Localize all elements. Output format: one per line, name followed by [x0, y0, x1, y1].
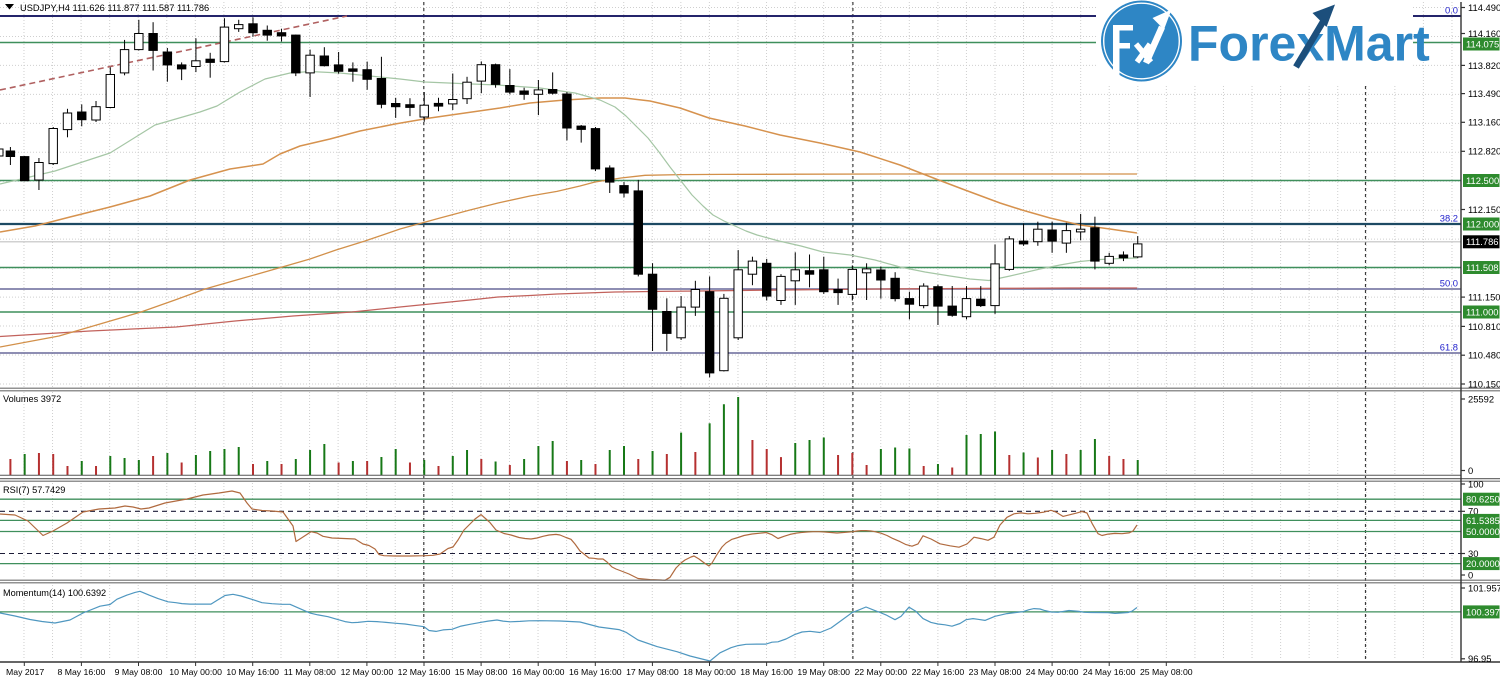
svg-text:112.820: 112.820: [1468, 146, 1500, 157]
svg-text:16 May 16:00: 16 May 16:00: [569, 667, 622, 677]
svg-text:24 May 00:00: 24 May 00:00: [1026, 667, 1079, 677]
svg-text:111.000: 111.000: [1466, 306, 1499, 317]
svg-text:100.3972: 100.3972: [1466, 606, 1500, 617]
svg-text:113.490: 113.490: [1468, 88, 1500, 99]
svg-text:30: 30: [1468, 548, 1478, 559]
svg-text:22 May 00:00: 22 May 00:00: [854, 667, 907, 677]
svg-text:24 May 16:00: 24 May 16:00: [1083, 667, 1136, 677]
svg-text:38.2: 38.2: [1440, 213, 1458, 224]
svg-text:0: 0: [1468, 465, 1473, 476]
svg-text:110.480: 110.480: [1468, 350, 1500, 361]
svg-text:114.075: 114.075: [1466, 38, 1499, 49]
svg-text:25592: 25592: [1468, 393, 1494, 404]
svg-text:23 May 08:00: 23 May 08:00: [969, 667, 1022, 677]
svg-text:112.150: 112.150: [1468, 204, 1500, 215]
svg-text:22 May 16:00: 22 May 16:00: [912, 667, 965, 677]
svg-text:0: 0: [1468, 569, 1473, 580]
svg-text:18 May 16:00: 18 May 16:00: [740, 667, 793, 677]
svg-text:RSI(7) 57.7429: RSI(7) 57.7429: [3, 485, 65, 495]
svg-text:USDJPY,H4 111.626 111.877 111: USDJPY,H4 111.626 111.877 111.587 111.78…: [20, 3, 209, 13]
svg-text:20.0000: 20.0000: [1466, 558, 1500, 569]
svg-text:15 May 08:00: 15 May 08:00: [455, 667, 508, 677]
svg-text:110.810: 110.810: [1468, 321, 1500, 332]
svg-text:12 May 16:00: 12 May 16:00: [398, 667, 451, 677]
svg-text:100: 100: [1468, 478, 1484, 489]
svg-text:111.150: 111.150: [1468, 292, 1500, 303]
svg-text:70: 70: [1468, 506, 1478, 517]
svg-text:11 May 08:00: 11 May 08:00: [284, 667, 336, 677]
svg-text:61.8: 61.8: [1440, 342, 1458, 353]
svg-text:Momentum(14) 100.6392: Momentum(14) 100.6392: [3, 588, 106, 598]
svg-text:114.490: 114.490: [1468, 2, 1500, 13]
svg-text:112.000: 112.000: [1466, 218, 1499, 229]
svg-text:8 May 16:00: 8 May 16:00: [57, 667, 105, 677]
svg-text:19 May 08:00: 19 May 08:00: [797, 667, 850, 677]
svg-text:80.6250: 80.6250: [1466, 494, 1500, 505]
svg-text:Volumes 3972: Volumes 3972: [3, 394, 61, 404]
svg-text:110.150: 110.150: [1468, 378, 1500, 389]
svg-text:113.820: 113.820: [1468, 60, 1500, 71]
svg-text:18 May 00:00: 18 May 00:00: [683, 667, 736, 677]
svg-text:61.5385: 61.5385: [1466, 515, 1500, 526]
svg-text:101.957: 101.957: [1468, 582, 1500, 593]
svg-text:12 May 00:00: 12 May 00:00: [341, 667, 394, 677]
svg-text:25 May 08:00: 25 May 08:00: [1140, 667, 1193, 677]
svg-text:111.786: 111.786: [1466, 236, 1499, 247]
svg-text:50.0: 50.0: [1440, 278, 1458, 289]
svg-text:96.95: 96.95: [1468, 653, 1491, 664]
svg-text:May 2017: May 2017: [6, 667, 44, 677]
svg-text:17 May 08:00: 17 May 08:00: [626, 667, 679, 677]
svg-text:0.0: 0.0: [1445, 5, 1458, 16]
svg-text:9 May 08:00: 9 May 08:00: [115, 667, 163, 677]
svg-text:10 May 16:00: 10 May 16:00: [226, 667, 279, 677]
svg-text:114.160: 114.160: [1468, 28, 1500, 39]
svg-text:112.500: 112.500: [1466, 175, 1499, 186]
svg-text:50.0000: 50.0000: [1466, 526, 1500, 537]
svg-text:111.508: 111.508: [1466, 262, 1499, 273]
svg-text:113.160: 113.160: [1468, 117, 1500, 128]
svg-text:16 May 00:00: 16 May 00:00: [512, 667, 565, 677]
svg-text:10 May 00:00: 10 May 00:00: [169, 667, 222, 677]
